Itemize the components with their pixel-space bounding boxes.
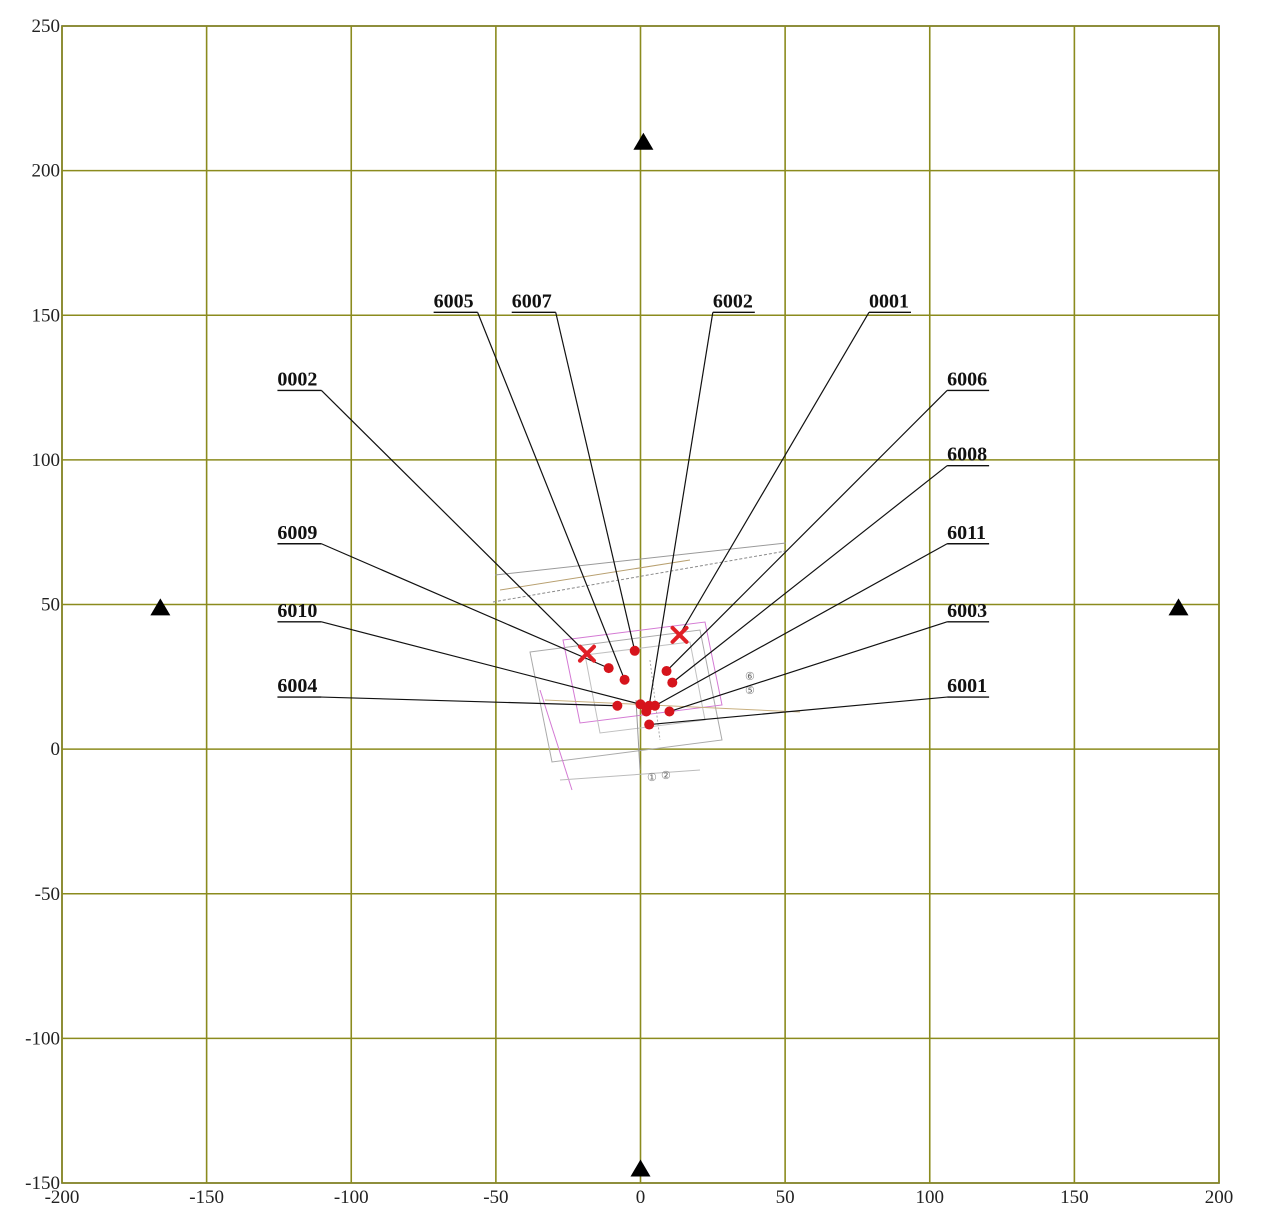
x-tick-label: -200 [45, 1187, 80, 1208]
x-tick-labels: -200 -150 -100 -50 0 50 100 150 200 [45, 1187, 1234, 1208]
point-label: 0001 [869, 290, 909, 312]
data-point [619, 674, 630, 685]
data-point [661, 666, 672, 677]
leader-line [321, 621, 641, 705]
site-plan-marker: ⑥ [745, 671, 755, 683]
site-plan-marker: ① [647, 772, 657, 784]
point-label: 6009 [277, 522, 317, 544]
leader-line [666, 390, 948, 672]
y-tick-label: 200 [32, 161, 61, 182]
y-tick-label: -100 [25, 1028, 60, 1049]
leader-line [669, 621, 948, 713]
triangle-marker [1168, 598, 1189, 616]
data-point [635, 699, 646, 710]
x-marker-stroke [577, 644, 596, 663]
point-label: 6004 [277, 675, 317, 697]
leader-line [321, 543, 609, 669]
triangle-marker [633, 132, 654, 150]
y-tick-label: 100 [32, 450, 61, 471]
x-tick-label: -150 [189, 1187, 224, 1208]
data-point [629, 645, 640, 656]
data-point [667, 677, 678, 688]
data-point [641, 706, 652, 717]
y-tick-label: 50 [41, 595, 60, 616]
site-plan-drawing: ⑥ ⑤ ① ② [492, 542, 801, 791]
x-tick-label: 150 [1060, 1187, 1089, 1208]
point-label: 6010 [277, 600, 317, 622]
grid-lines [61, 25, 1220, 1184]
y-tick-labels: 250 200 150 100 50 0 -50 -100 -150 [25, 16, 60, 1194]
leader-line [477, 312, 626, 680]
y-tick-label: 0 [51, 739, 61, 760]
x-tick-label: 0 [636, 1187, 646, 1208]
leader-line [671, 465, 948, 684]
x-tick-label: -100 [334, 1187, 369, 1208]
triangle-marker [630, 1159, 651, 1177]
data-point [603, 663, 614, 674]
data-point [644, 719, 655, 730]
triangle-marker [150, 598, 171, 616]
leader-line [321, 696, 618, 707]
point-label: 0002 [277, 368, 317, 390]
leader-line [654, 543, 948, 707]
triangle-markers [150, 132, 1189, 1177]
data-point [649, 700, 660, 711]
y-tick-label: 150 [32, 305, 61, 326]
data-points [603, 645, 678, 730]
y-tick-label: 250 [32, 16, 61, 37]
leader-line [555, 312, 636, 651]
data-point [664, 706, 675, 717]
point-label: 6002 [713, 290, 753, 312]
point-label: 6006 [947, 368, 987, 390]
x-marker-stroke [670, 625, 689, 644]
data-point [612, 700, 623, 711]
leader-line [321, 390, 588, 655]
label-leader-lines [277, 311, 990, 726]
site-plan-marker: ⑤ [745, 685, 755, 697]
x-tick-label: 200 [1205, 1187, 1234, 1208]
leader-line [648, 312, 714, 706]
point-label: 6007 [512, 290, 552, 312]
leader-line [679, 312, 870, 636]
x-tick-label: 50 [776, 1187, 795, 1208]
x-tick-label: 100 [916, 1187, 945, 1208]
point-label: 6011 [947, 522, 986, 544]
x-marker [670, 625, 689, 644]
point-label: 6001 [947, 675, 987, 697]
leader-line [649, 696, 948, 726]
point-label: 6005 [434, 290, 474, 312]
point-labels: 0001 0002 6001 6002 6003 6004 6005 6006 6007 6008… [277, 290, 987, 697]
x-marker [577, 644, 596, 663]
x-markers [577, 625, 689, 663]
point-label: 6003 [947, 600, 987, 622]
y-tick-label: -150 [25, 1173, 60, 1194]
point-label: 6008 [947, 444, 987, 466]
x-tick-label: -50 [483, 1187, 508, 1208]
y-tick-label: -50 [35, 884, 60, 905]
site-plan-marker: ② [661, 770, 671, 782]
